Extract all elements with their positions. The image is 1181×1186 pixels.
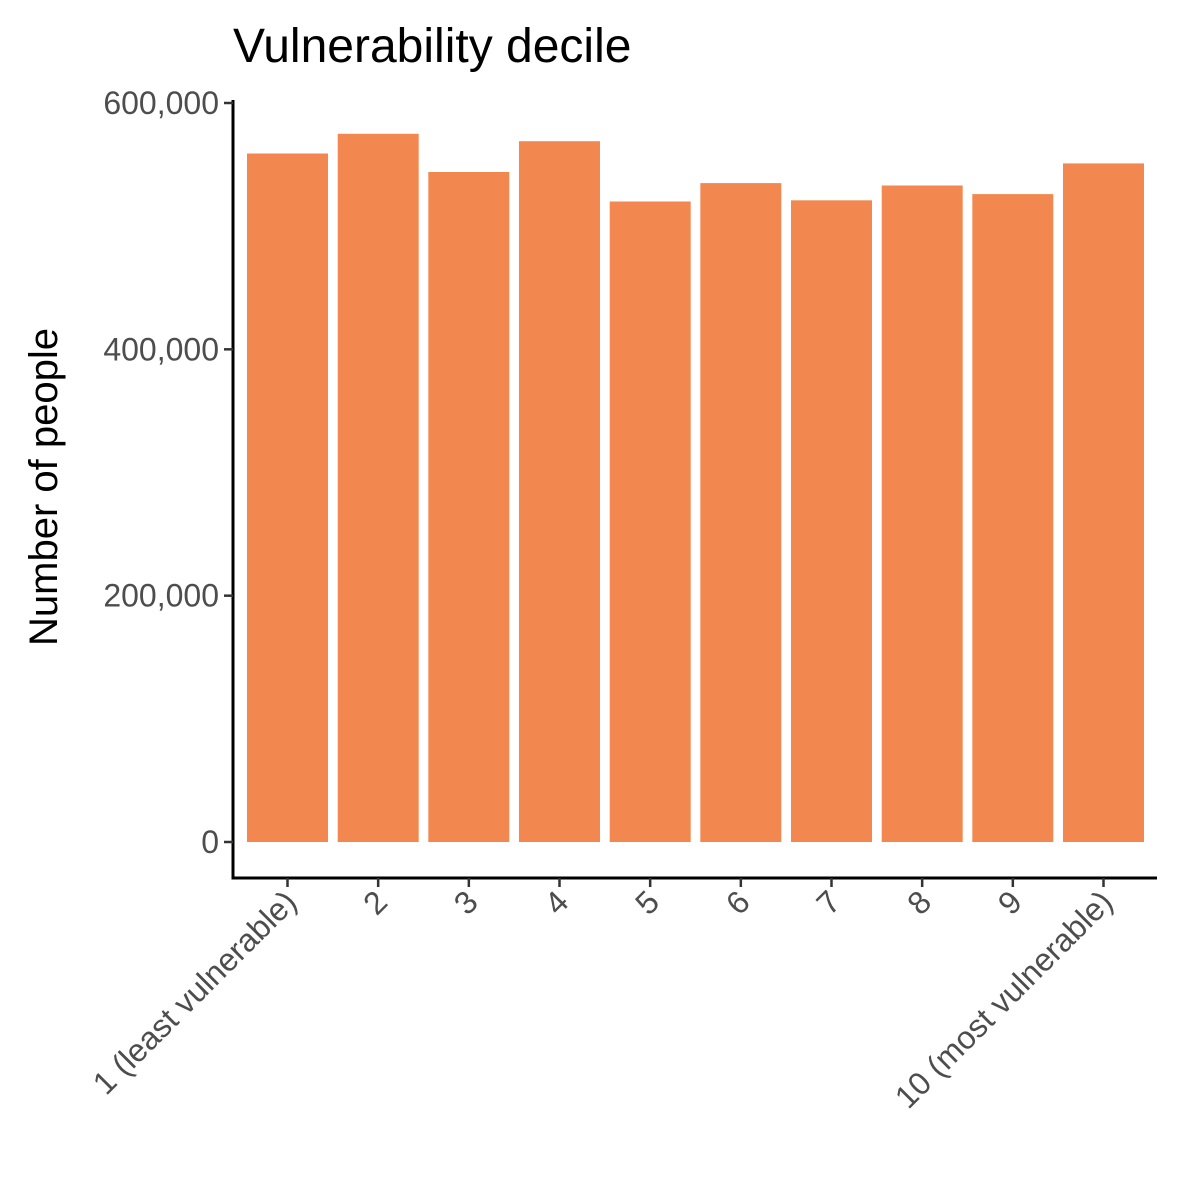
bar-10 [1063,163,1144,842]
x-tick-label: 3 [447,883,485,921]
y-tick-label: 0 [201,824,219,860]
bar-1 [247,153,328,842]
bar-5 [609,201,691,842]
x-tick-label: 9 [991,883,1029,921]
x-tick-label: 1 (least vulnerable) [86,883,304,1101]
y-tick-label: 400,000 [103,331,219,367]
x-tick-label: 5 [628,883,666,921]
x-tick-label: 6 [719,883,757,921]
x-tick-label: 7 [809,883,847,921]
y-tick-label: 600,000 [103,85,219,121]
x-tick-label: 4 [537,883,575,921]
bar-8 [881,185,963,842]
bar-4 [519,141,600,842]
y-tick-label: 200,000 [103,578,219,614]
bar-6 [700,183,782,843]
y-axis: 0 200,000 400,000 600,000 [103,85,235,880]
bar-9 [972,194,1054,843]
x-tick-label: 2 [356,883,394,921]
bars-group [247,133,1144,843]
bar-2 [337,133,419,843]
x-axis: 1 (least vulnerable) 2 3 4 5 6 7 8 910 (most vul… [86,876,1157,1115]
y-axis-label: Number of people [22,328,66,646]
bar-7 [791,200,872,843]
bar-3 [428,172,510,842]
chart-title: Vulnerability decile [233,20,631,73]
x-tick-label: 8 [900,883,938,921]
